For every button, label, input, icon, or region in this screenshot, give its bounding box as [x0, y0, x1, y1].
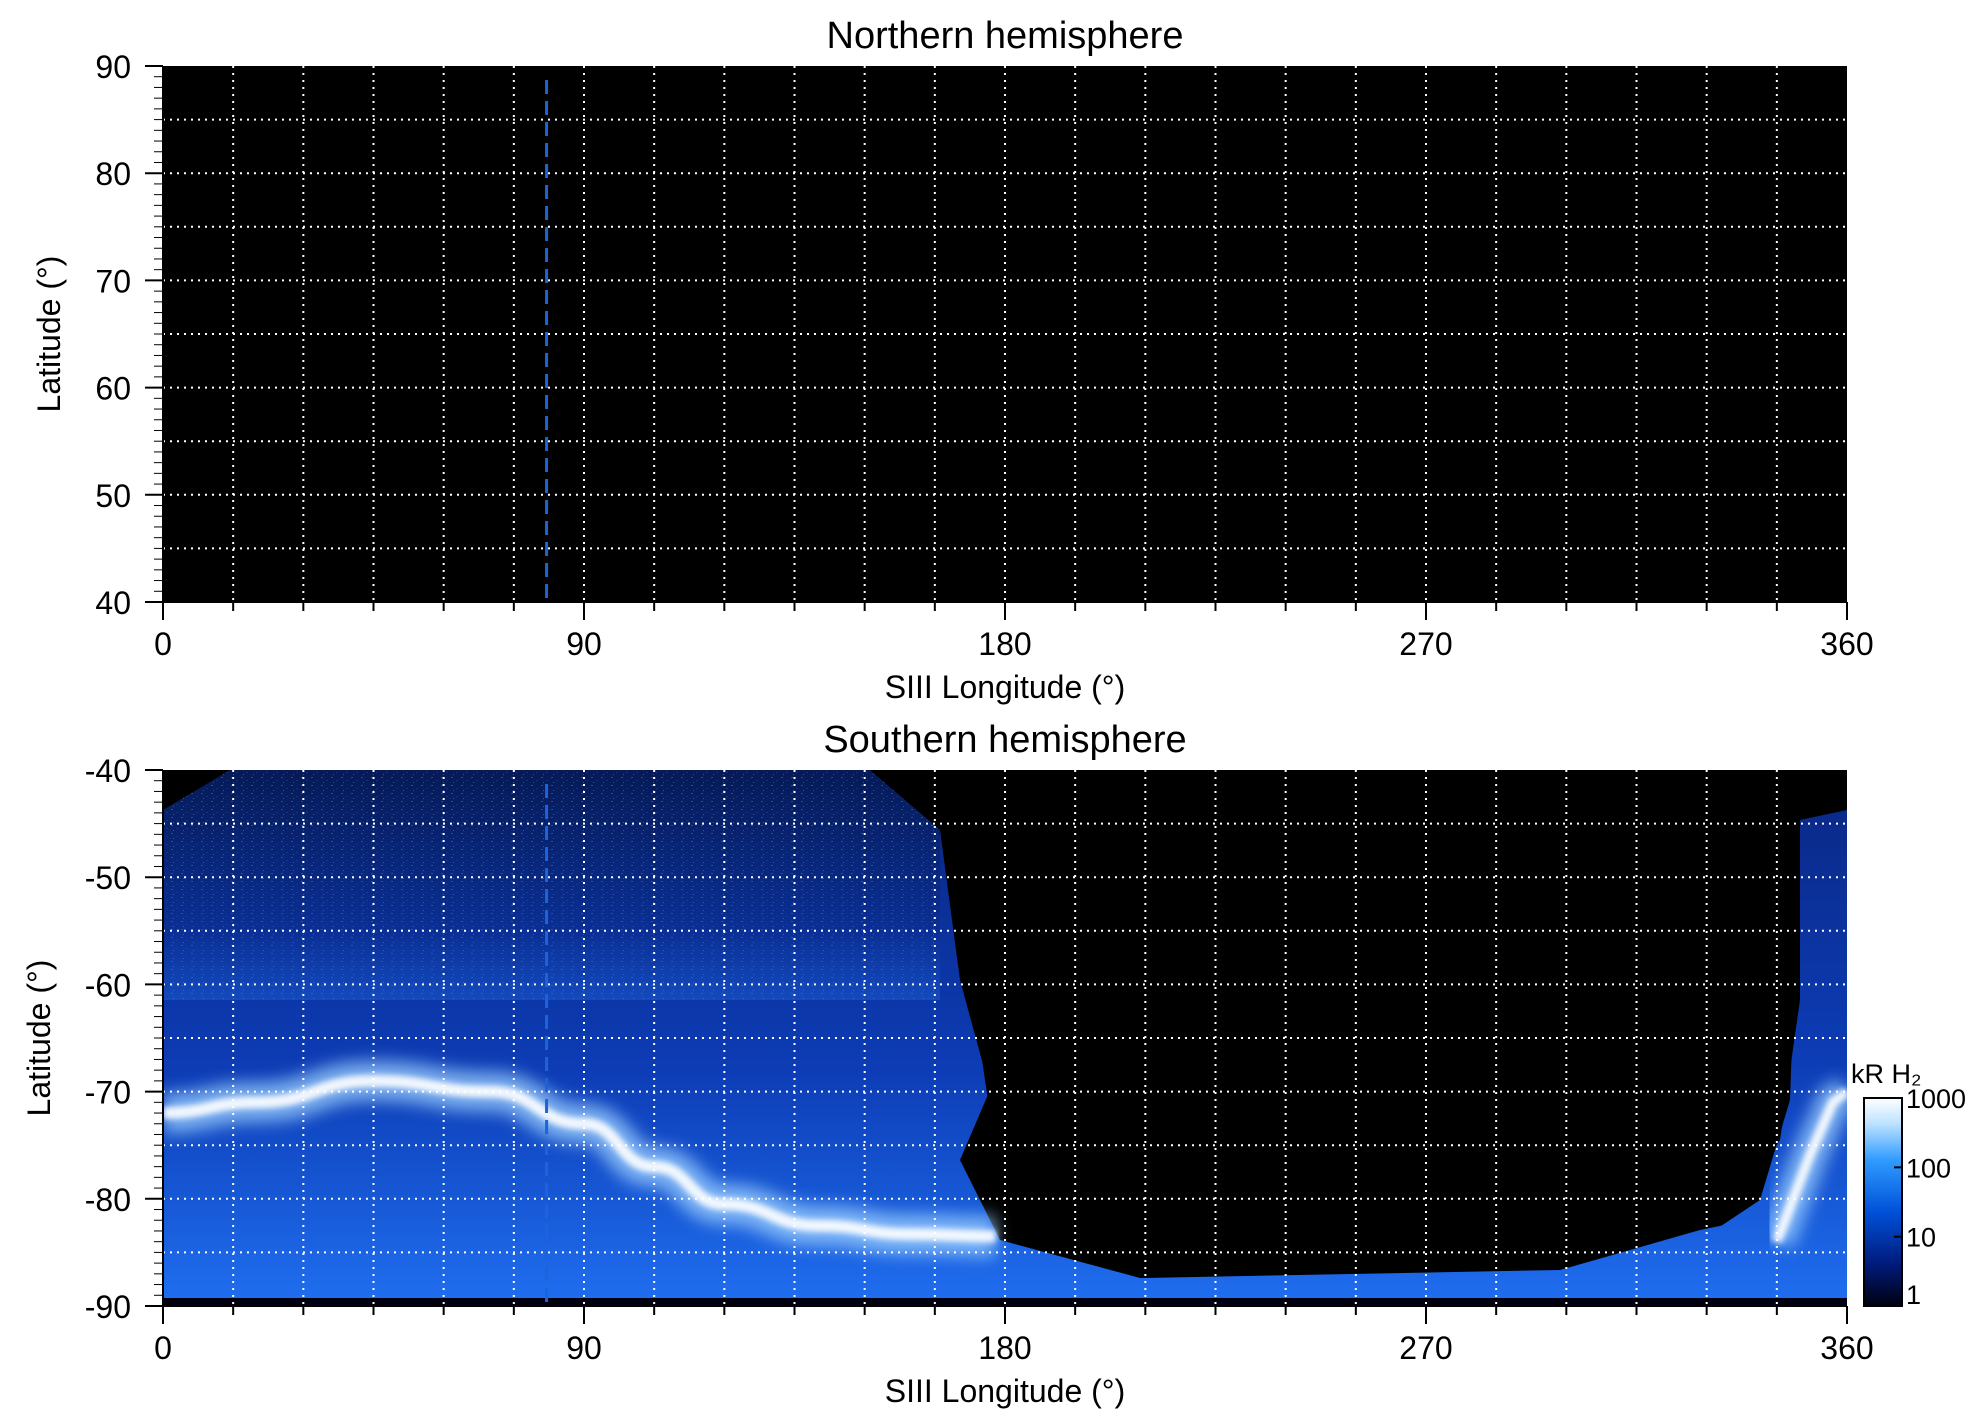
x-tick-label: 360: [1820, 1330, 1873, 1366]
colorbar: kR H₂ 1000 100 10 1: [1851, 1059, 1966, 1310]
y-tick-label: -40: [85, 753, 131, 789]
south-no-coverage-region: [870, 770, 1800, 1262]
x-tick-label: 0: [154, 626, 172, 662]
colorbar-gradient: [1863, 1097, 1903, 1307]
south-auroral-oval-east: [1772, 1087, 1847, 1244]
north-ylabel: Latitude (°): [31, 256, 67, 413]
x-tick-label: 90: [566, 1330, 602, 1366]
y-tick-label: -90: [85, 1289, 131, 1325]
south-polar-fill-west: [163, 830, 1847, 1306]
south-grid: [163, 770, 1847, 1306]
south-emission-map: [163, 770, 1847, 1306]
colorbar-ticks: 1000 100 10 1: [1894, 1084, 1966, 1310]
south-title: Southern hemisphere: [823, 719, 1186, 761]
colorbar-tick-label: 1000: [1906, 1084, 1966, 1114]
north-panel: Northern hemisphere 90 80 70 60 50 40 0 90 180 27…: [31, 15, 1874, 705]
y-tick-label: 50: [95, 478, 131, 514]
y-tick-label: -60: [85, 967, 131, 1003]
south-auroral-oval: [163, 1074, 996, 1243]
y-tick-label: -80: [85, 1182, 131, 1218]
y-tick-label: 60: [95, 371, 131, 407]
south-ylabel: Latitude (°): [21, 960, 57, 1117]
y-tick-label: -50: [85, 860, 131, 896]
x-tick-label: 270: [1399, 626, 1452, 662]
north-xlabel: SIII Longitude (°): [885, 669, 1125, 705]
south-xlabel: SIII Longitude (°): [885, 1373, 1125, 1409]
south-axes: -40 -50 -60 -70 -80 -90 0 90 180 270 360: [85, 753, 1874, 1366]
y-tick-label: -70: [85, 1075, 131, 1111]
colorbar-tick-label: 10: [1906, 1223, 1936, 1253]
y-tick-label: 40: [95, 585, 131, 621]
north-grid: [163, 66, 1847, 602]
x-tick-label: 180: [978, 1330, 1031, 1366]
colorbar-tick-label: 1: [1906, 1280, 1921, 1310]
south-panel: Southern hemisphere -40 -50 -60 -70 -80 -90 0 9…: [21, 719, 1874, 1409]
y-tick-label: 70: [95, 263, 131, 299]
north-title: Northern hemisphere: [827, 15, 1184, 57]
south-speckle-texture: [163, 770, 940, 1040]
x-tick-label: 360: [1820, 626, 1873, 662]
y-tick-label: 80: [95, 156, 131, 192]
north-axes: 90 80 70 60 50 40 0 90 180 270 360: [95, 49, 1873, 662]
x-tick-label: 0: [154, 1330, 172, 1366]
x-tick-label: 180: [978, 626, 1031, 662]
y-tick-label: 90: [95, 49, 131, 85]
colorbar-tick-label: 100: [1906, 1153, 1951, 1183]
colorbar-title: kR H₂: [1851, 1059, 1921, 1089]
x-tick-label: 270: [1399, 1330, 1452, 1366]
x-tick-label: 90: [566, 626, 602, 662]
